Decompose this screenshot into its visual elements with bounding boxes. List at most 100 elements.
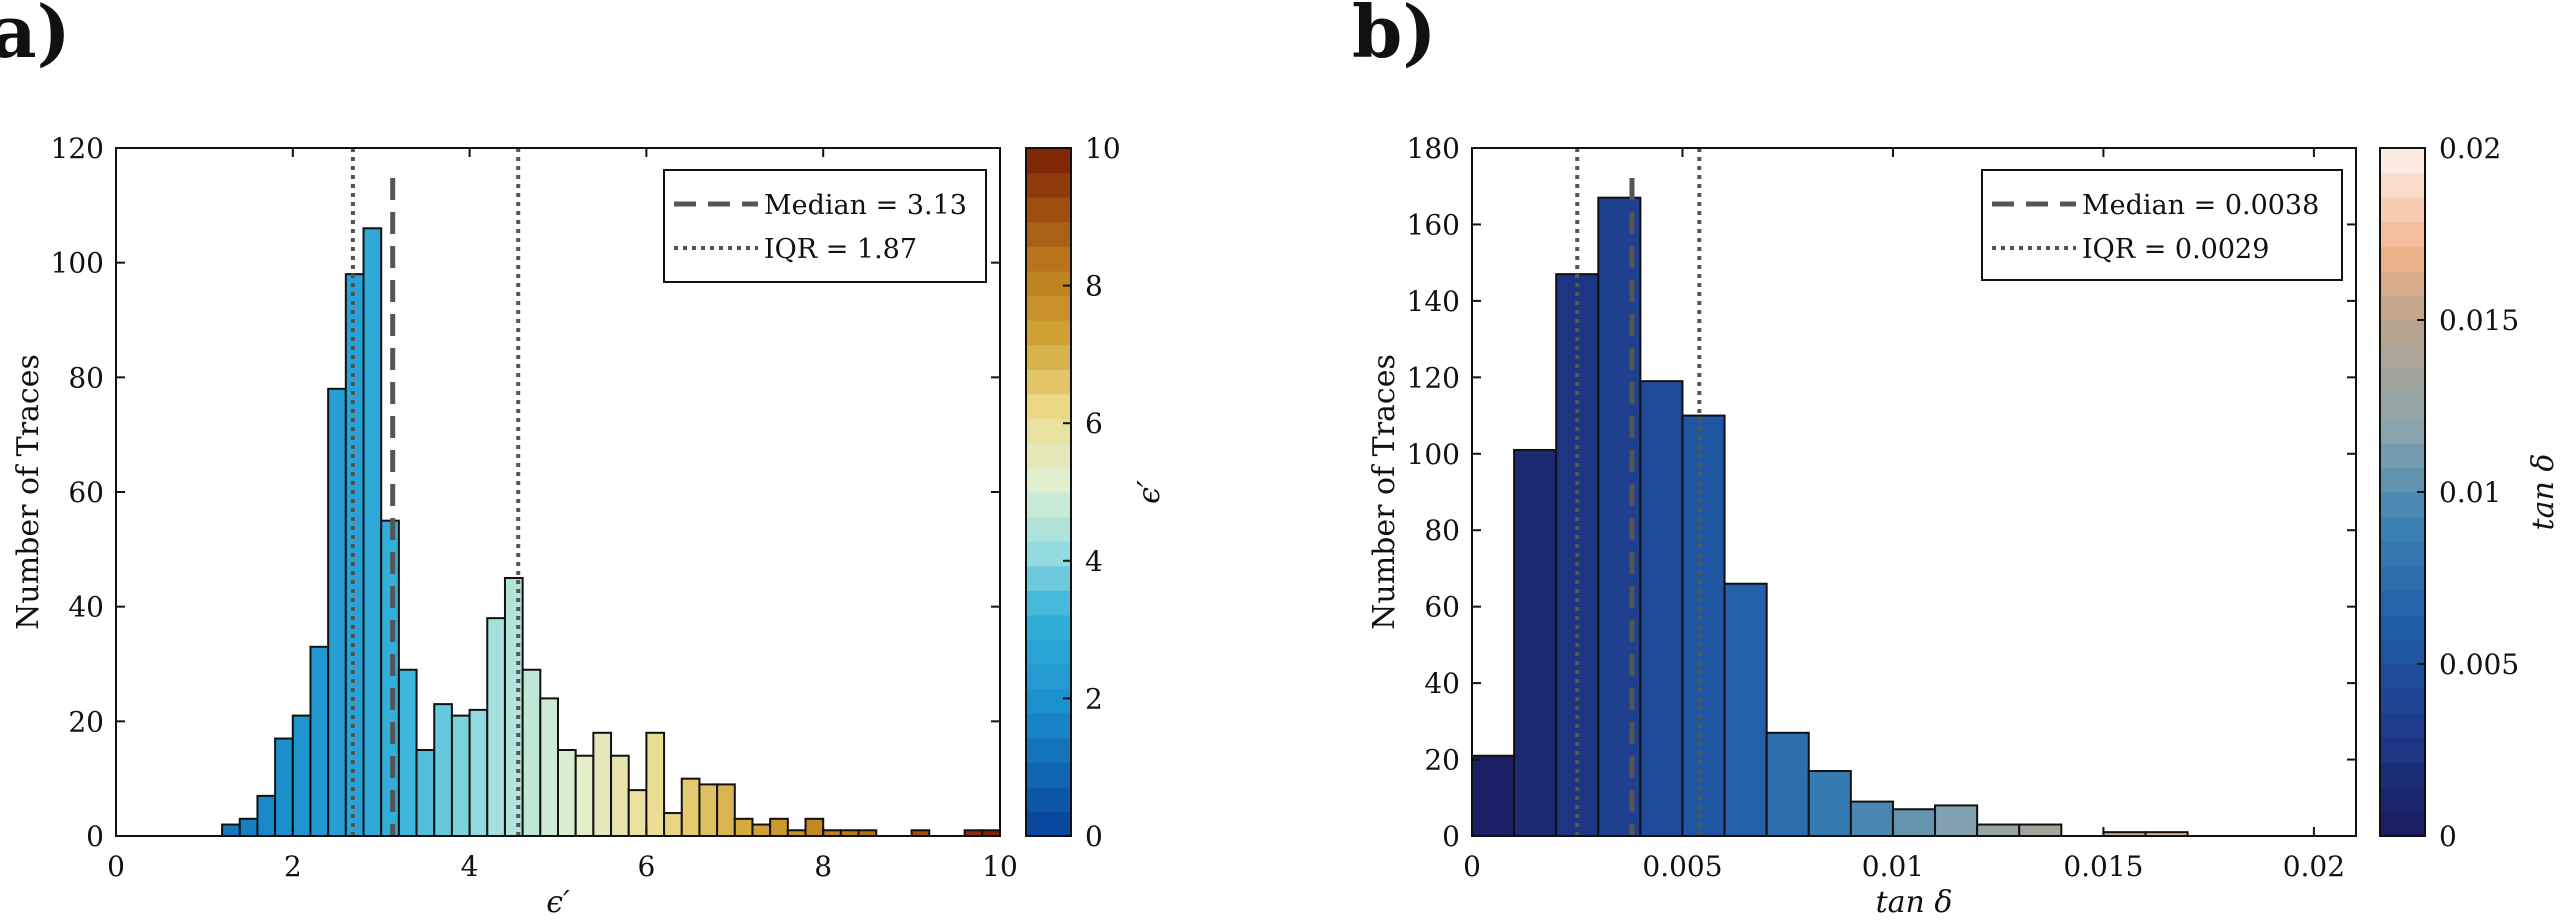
- colorbar-segment: [2380, 270, 2425, 297]
- y-tick-label: 100: [1407, 438, 1460, 471]
- x-axis-label: ϵ′: [546, 885, 570, 920]
- histogram-bar: [539, 697, 560, 838]
- colorbar-segment: [2380, 541, 2425, 567]
- x-tick-label: 4: [461, 850, 479, 883]
- y-tick-label: 120: [1407, 361, 1460, 394]
- y-tick-label: 180: [1407, 132, 1460, 165]
- colorbar-segment: [2380, 737, 2425, 763]
- colorbar-tick-label: 0: [1085, 820, 1103, 853]
- histogram-bar: [291, 714, 312, 837]
- histogram-bar: [468, 708, 489, 837]
- colorbar-segment: [2380, 172, 2425, 198]
- colorbar-segment: [2380, 762, 2425, 788]
- y-tick-label: 80: [1424, 514, 1460, 547]
- histogram-bar: [1471, 754, 1516, 838]
- y-tick-label: 60: [68, 476, 104, 509]
- histogram-bar: [486, 617, 506, 838]
- histogram-bar: [733, 817, 754, 837]
- colorbar-tick-label: 0.005: [2439, 648, 2519, 681]
- histogram-bar: [221, 823, 241, 837]
- colorbar-segment: [1026, 344, 1071, 370]
- colorbar-segment: [1026, 590, 1071, 616]
- histogram-bar: [592, 731, 613, 837]
- x-tick-label: 0.01: [1862, 850, 1924, 883]
- y-axis-label: Number of Traces: [11, 354, 46, 630]
- histogram-bar: [1765, 731, 1810, 837]
- y-tick-label: 160: [1407, 208, 1460, 241]
- colorbar-segment: [1026, 688, 1071, 714]
- y-axis-label: Number of Traces: [1367, 354, 1402, 630]
- y-tick-label: 20: [1424, 744, 1460, 777]
- histogram-bar: [1513, 448, 1558, 837]
- colorbar-tick-label: 10: [1085, 132, 1121, 165]
- histogram-bar: [610, 754, 630, 838]
- y-tick-label: 120: [51, 132, 104, 165]
- colorbar-tick-label: 0.02: [2439, 132, 2501, 165]
- colorbar-segment: [2380, 639, 2425, 665]
- histogram-bar: [698, 783, 719, 838]
- histogram-b: 0 0.005 0.01 0.015 0.02 0 20 40 60 80 100 120 140 160…: [1367, 132, 2560, 920]
- colorbar-segment: [1026, 664, 1071, 690]
- colorbar-segment: [2380, 590, 2425, 616]
- histogram-bar: [362, 227, 383, 837]
- x-axis-label: tan δ: [1876, 885, 1953, 920]
- colorbar-segment: [2380, 565, 2425, 591]
- colorbar-segment: [2380, 369, 2425, 395]
- colorbar-segment: [2380, 393, 2425, 419]
- colorbar-segment: [2380, 418, 2425, 444]
- histogram-bar: [397, 668, 418, 837]
- x-tick-label: 10: [982, 850, 1018, 883]
- histogram-bar: [574, 754, 595, 838]
- colorbar-segment: [1026, 172, 1071, 198]
- colorbar-segment: [2380, 246, 2425, 272]
- colorbar-segment: [2380, 344, 2425, 370]
- histogram-bar: [751, 823, 772, 837]
- histogram-bar: [521, 668, 542, 837]
- colorbar-segment: [1026, 270, 1071, 297]
- y-tick-label: 100: [51, 247, 104, 280]
- colorbar-tick-label: 0.015: [2439, 304, 2519, 337]
- histogram-bar: [557, 749, 577, 837]
- colorbar-segment: [2380, 713, 2425, 739]
- histogram-bar: [1934, 804, 1979, 838]
- colorbar-segment: [1026, 811, 1071, 837]
- x-tick-label: 0.015: [2063, 850, 2143, 883]
- histogram-bar: [450, 714, 471, 837]
- colorbar-segment: [1026, 614, 1071, 641]
- panel-a-label: a): [0, 0, 71, 74]
- histogram-bar: [1891, 808, 1937, 838]
- histogram-bar: [716, 783, 736, 838]
- histogram-bar: [2018, 823, 2063, 837]
- y-tick-label: 140: [1407, 285, 1460, 318]
- colorbar-segment: [2380, 492, 2425, 518]
- legend-box: [663, 169, 987, 283]
- colorbar-segment: [2380, 295, 2425, 321]
- y-tick-label: 60: [1424, 591, 1460, 624]
- histogram-bar: [627, 789, 648, 838]
- colorbar-segment: [1026, 762, 1071, 788]
- colorbar-segment: [1026, 148, 1071, 174]
- x-tick-label: 0: [1463, 850, 1481, 883]
- histogram-bar: [256, 794, 277, 837]
- histogram-bar: [1807, 770, 1852, 837]
- colorbar-tick-label: 8: [1085, 270, 1103, 303]
- colorbar-tick-label: 2: [1085, 682, 1103, 715]
- legend-median-label: Median = 0.0038: [2082, 190, 2319, 221]
- histogram-bar: [680, 777, 701, 838]
- x-tick-label: 2: [284, 850, 302, 883]
- colorbar-tick-label: 0.01: [2439, 476, 2501, 509]
- colorbar-segment: [2380, 221, 2425, 247]
- legend-box: [1981, 169, 2343, 281]
- histogram-bar: [804, 817, 825, 837]
- colorbar-segment: [2380, 516, 2425, 542]
- y-tick-label: 0: [86, 820, 104, 853]
- panel-b-label: b): [1352, 0, 1436, 74]
- histogram-bar: [274, 737, 294, 837]
- y-tick-label: 20: [68, 705, 104, 738]
- x-tick-label: 6: [637, 850, 655, 883]
- colorbar-segment: [1026, 639, 1071, 665]
- colorbar-segment: [2380, 664, 2425, 690]
- histogram-bar: [1723, 582, 1768, 837]
